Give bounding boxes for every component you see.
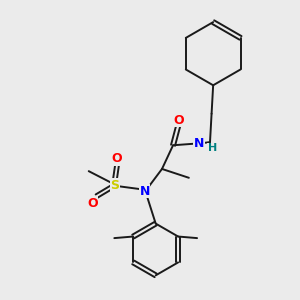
Text: O: O — [173, 113, 184, 127]
Text: H: H — [208, 143, 217, 153]
Text: N: N — [194, 137, 204, 150]
Text: N: N — [140, 184, 150, 198]
Text: O: O — [112, 152, 122, 165]
Text: O: O — [87, 197, 98, 210]
Text: S: S — [110, 179, 119, 192]
